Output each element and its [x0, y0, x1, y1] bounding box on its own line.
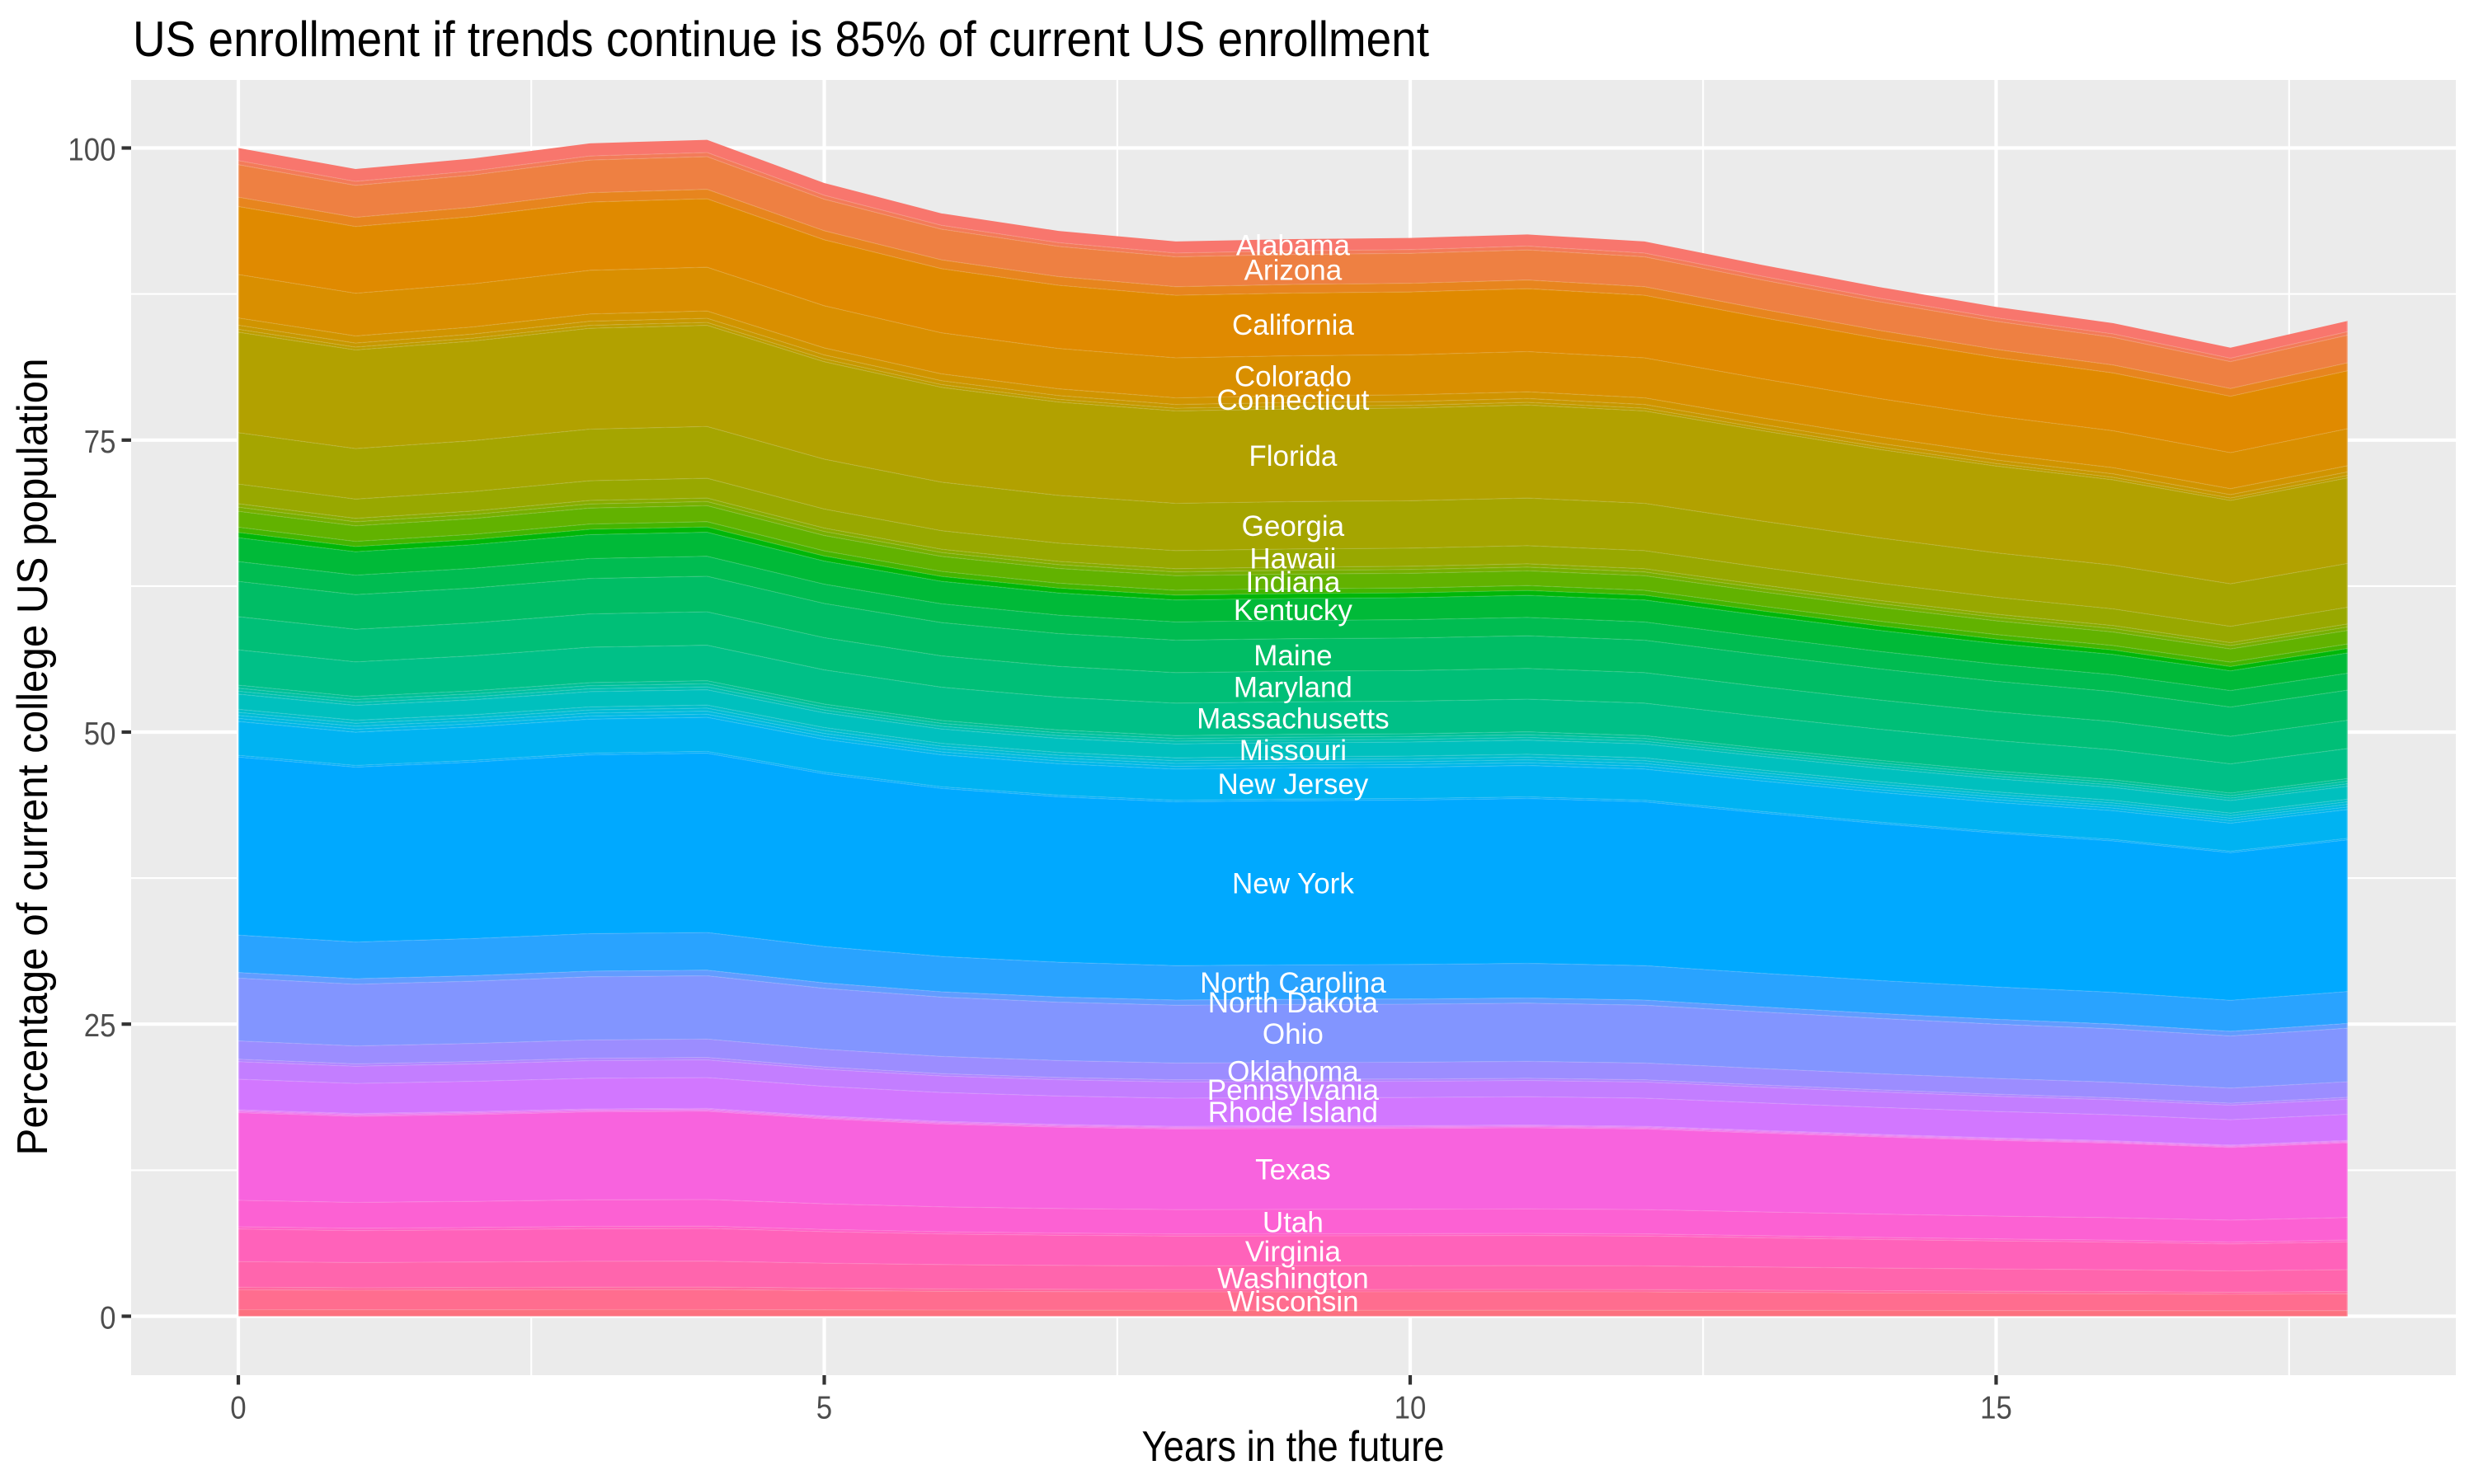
svg-text:Virginia: Virginia: [1245, 1236, 1342, 1268]
svg-text:10: 10: [1395, 1391, 1427, 1426]
svg-text:New York: New York: [1232, 867, 1354, 899]
svg-text:Wisconsin: Wisconsin: [1227, 1286, 1358, 1318]
svg-text:Arizona: Arizona: [1244, 255, 1343, 287]
svg-text:Texas: Texas: [1255, 1154, 1330, 1186]
svg-text:Kentucky: Kentucky: [1234, 594, 1352, 627]
svg-text:Maryland: Maryland: [1234, 671, 1352, 703]
svg-text:Utah: Utah: [1263, 1206, 1324, 1238]
svg-text:Rhode Island: Rhode Island: [1208, 1097, 1378, 1129]
svg-text:Washington: Washington: [1217, 1262, 1369, 1294]
svg-text:Maine: Maine: [1253, 640, 1332, 672]
svg-text:75: 75: [84, 425, 116, 460]
svg-text:100: 100: [68, 133, 115, 168]
svg-text:New Jersey: New Jersey: [1217, 768, 1368, 801]
svg-text:25: 25: [84, 1008, 116, 1044]
svg-text:Indiana: Indiana: [1245, 566, 1340, 599]
svg-text:Hawaii: Hawaii: [1249, 543, 1336, 575]
svg-text:Massachusetts: Massachusetts: [1197, 703, 1389, 735]
svg-text:15: 15: [1980, 1391, 2012, 1426]
svg-text:Alabama: Alabama: [1236, 230, 1351, 262]
svg-text:Connecticut: Connecticut: [1216, 384, 1369, 416]
svg-text:North Dakota: North Dakota: [1208, 987, 1379, 1019]
svg-text:North Carolina: North Carolina: [1200, 967, 1386, 999]
svg-text:5: 5: [816, 1391, 832, 1426]
svg-text:Colorado: Colorado: [1235, 360, 1352, 392]
svg-text:Florida: Florida: [1249, 440, 1338, 472]
svg-text:Oklahoma: Oklahoma: [1227, 1056, 1359, 1088]
svg-text:Years in the future: Years in the future: [1142, 1423, 1445, 1471]
svg-text:Ohio: Ohio: [1263, 1018, 1324, 1050]
svg-text:0: 0: [230, 1391, 246, 1426]
svg-text:California: California: [1232, 309, 1354, 341]
svg-text:Pennsylvania: Pennsylvania: [1207, 1074, 1380, 1106]
svg-text:0: 0: [100, 1301, 115, 1336]
svg-text:US enrollment if trends contin: US enrollment if trends continue is 85% …: [133, 12, 1429, 67]
svg-text:Missouri: Missouri: [1239, 735, 1347, 767]
svg-text:50: 50: [84, 716, 116, 752]
svg-text:Percentage of current college: Percentage of current college US populat…: [9, 359, 57, 1156]
svg-text:Georgia: Georgia: [1242, 510, 1345, 542]
